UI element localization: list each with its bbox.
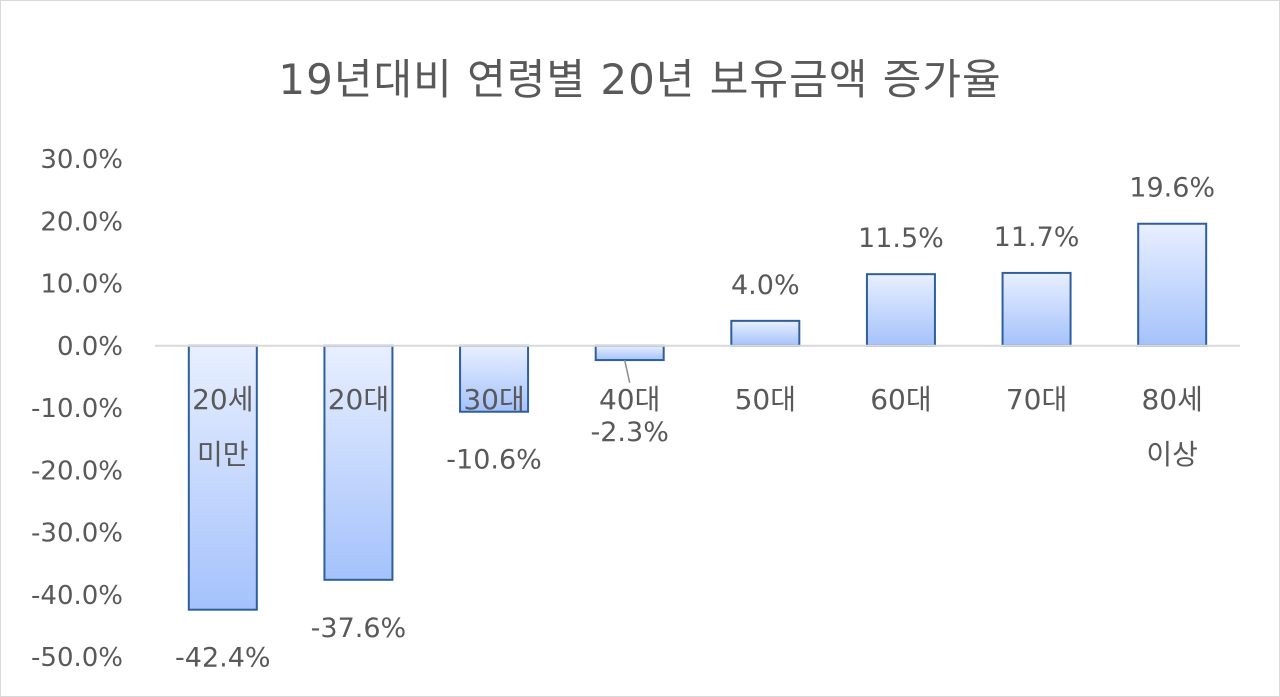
chart-title: 19년대비 연령별 20년 보유금액 증가율	[278, 55, 1002, 104]
bar	[594, 344, 665, 362]
data-label: 19.6%	[1129, 173, 1215, 204]
data-label: -37.6%	[311, 613, 407, 644]
category-label: 미만	[197, 438, 249, 471]
y-tick-label: 0.0%	[57, 332, 123, 362]
category-label: 50대	[735, 383, 796, 416]
y-tick-label: -50.0%	[31, 643, 123, 673]
y-tick-label: 20.0%	[40, 207, 123, 237]
data-label: 4.0%	[731, 270, 800, 301]
y-tick-label: 10.0%	[40, 270, 123, 300]
y-tick-label: -30.0%	[31, 519, 123, 549]
data-label: -10.6%	[446, 445, 542, 476]
category-label: 20대	[328, 383, 389, 416]
y-tick-label: -10.0%	[31, 394, 123, 424]
data-label: 11.5%	[858, 223, 944, 254]
data-label: 11.7%	[994, 222, 1080, 253]
leader-line	[623, 359, 631, 383]
data-label: -2.3%	[591, 417, 669, 448]
category-label: 70대	[1006, 383, 1067, 416]
bar	[459, 344, 530, 413]
bar	[1137, 222, 1208, 347]
y-tick-label: -20.0%	[31, 456, 123, 486]
category-label: 30대	[463, 383, 524, 416]
category-label: 40대	[599, 383, 660, 416]
bar	[865, 273, 936, 347]
category-label: 이상	[1146, 438, 1198, 471]
category-label: 60대	[870, 383, 931, 416]
y-tick-label: 30.0%	[40, 145, 123, 175]
data-label: -42.4%	[175, 643, 271, 674]
category-label: 80세	[1141, 383, 1202, 416]
category-label: 20세	[192, 383, 253, 416]
y-tick-label: -40.0%	[31, 581, 123, 611]
bar	[1001, 271, 1072, 347]
bar	[323, 344, 394, 581]
bar	[730, 319, 801, 347]
